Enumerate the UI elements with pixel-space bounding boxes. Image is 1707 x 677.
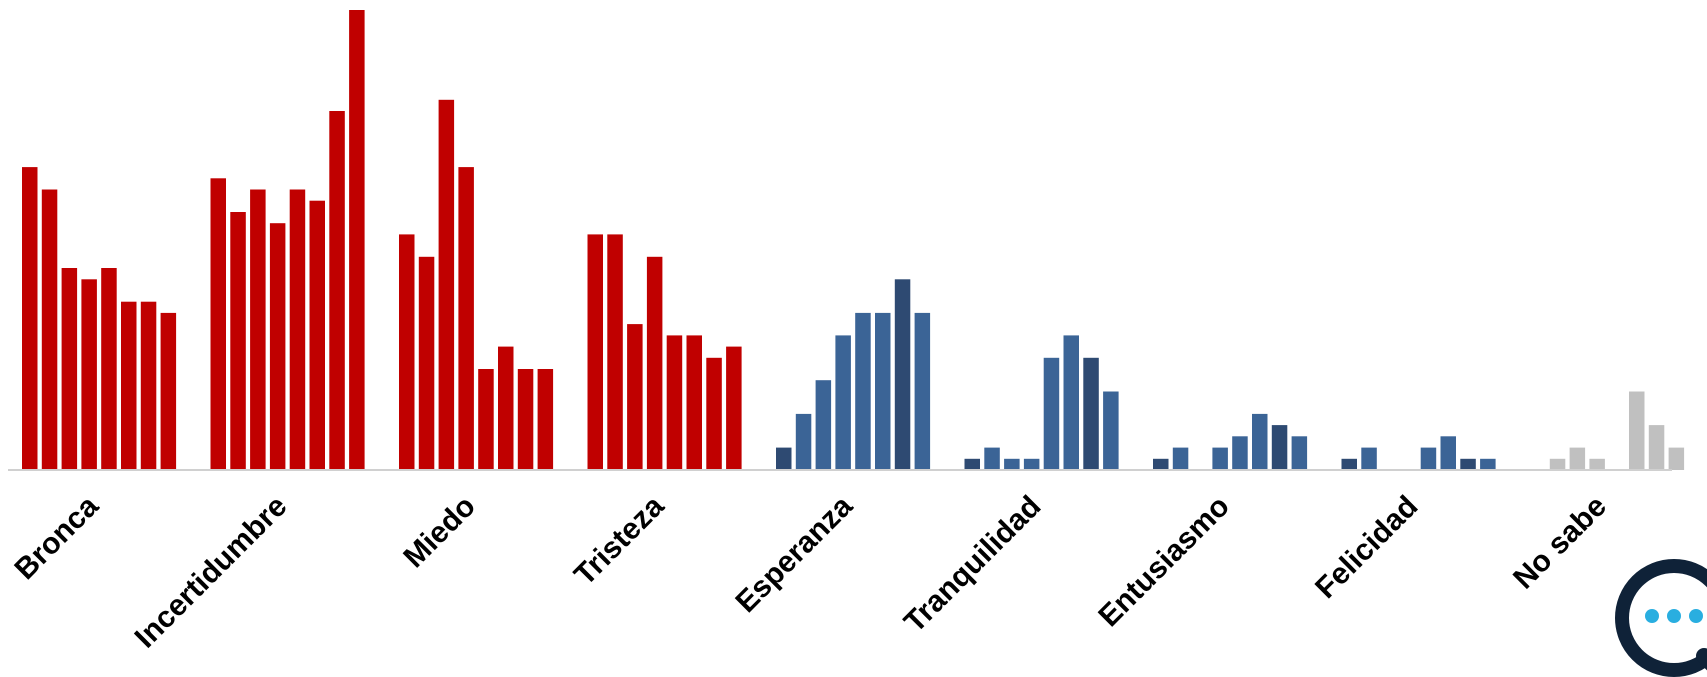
category-label: Miedo <box>397 490 482 575</box>
bar-esperanza-2 <box>795 413 812 470</box>
bar-esperanza-7 <box>894 279 911 470</box>
bar-incertidumbre-8 <box>349 10 365 470</box>
chat-bubble-logo-icon <box>1615 559 1707 677</box>
bar-miedo-2 <box>418 256 435 470</box>
bar-no-sabe-8 <box>1668 447 1685 470</box>
bar-tristeza-4 <box>646 256 663 470</box>
bar-no-sabe-6 <box>1629 391 1645 470</box>
bar-tristeza-8 <box>726 346 742 470</box>
bar-felicidad-5 <box>1420 447 1437 470</box>
bar-entusiasmo-2 <box>1172 447 1189 470</box>
category-label: Felicidad <box>1309 490 1424 605</box>
category-label: Entusiasmo <box>1092 490 1236 634</box>
bar-miedo-3 <box>438 99 455 471</box>
bar-bronca-2 <box>41 189 58 470</box>
bar-bronca-1 <box>22 167 38 470</box>
bar-entusiasmo-8 <box>1291 436 1308 470</box>
category-label: Tristeza <box>568 489 671 592</box>
bar-tristeza-5 <box>666 335 683 470</box>
bar-no-sabe-3 <box>1569 447 1586 470</box>
bar-incertidumbre-6 <box>309 200 325 470</box>
bar-felicidad-7 <box>1460 458 1476 470</box>
bar-esperanza-1 <box>776 447 792 470</box>
category-label: Tranquilidad <box>898 490 1047 639</box>
bar-felicidad-2 <box>1361 447 1377 470</box>
bar-incertidumbre-2 <box>230 212 246 470</box>
bar-no-sabe-4 <box>1589 458 1605 470</box>
bar-miedo-4 <box>458 167 474 470</box>
bar-esperanza-3 <box>815 380 832 470</box>
bar-incertidumbre-5 <box>289 189 306 470</box>
bar-entusiasmo-4 <box>1212 447 1228 470</box>
bar-esperanza-4 <box>835 335 851 470</box>
bar-bronca-8 <box>160 312 177 470</box>
bar-tristeza-2 <box>607 234 623 470</box>
bar-esperanza-6 <box>875 312 891 470</box>
category-labels: Bronca Incertidumbre Miedo Tristeza Esperanz… <box>9 489 1613 654</box>
bar-esperanza-5 <box>855 312 871 470</box>
bar-bronca-4 <box>81 279 97 470</box>
bar-incertidumbre-1 <box>210 178 226 471</box>
bar-entusiasmo-5 <box>1232 436 1248 470</box>
bar-miedo-5 <box>478 369 494 470</box>
bar-miedo-1 <box>399 234 415 470</box>
bar-no-sabe-2 <box>1549 458 1566 470</box>
bar-entusiasmo-6 <box>1252 413 1268 470</box>
category-label: Esperanza <box>729 489 859 619</box>
bar-tranquilidad-6 <box>1063 335 1079 470</box>
bar-tranquilidad-8 <box>1103 391 1119 470</box>
bar-tranquilidad-2 <box>984 447 1000 470</box>
bar-tristeza-3 <box>627 324 643 470</box>
bar-bronca-5 <box>101 268 117 470</box>
bar-miedo-6 <box>498 346 514 470</box>
bar-no-sabe-7 <box>1648 425 1665 470</box>
bar-bronca-3 <box>61 268 78 470</box>
bar-tristeza-6 <box>686 335 702 470</box>
bar-tranquilidad-5 <box>1043 357 1060 470</box>
bar-tristeza-1 <box>587 234 603 470</box>
bar-felicidad-1 <box>1341 458 1357 470</box>
bar-entusiasmo-7 <box>1271 425 1288 470</box>
category-label: No sabe <box>1507 490 1613 596</box>
bar-miedo-8 <box>537 369 554 470</box>
bar-bronca-6 <box>121 301 137 470</box>
bar-tranquilidad-4 <box>1023 458 1040 470</box>
bar-esperanza-8 <box>914 312 931 470</box>
bar-bronca-7 <box>140 301 157 470</box>
bar-tristeza-7 <box>706 357 722 470</box>
category-label: Bronca <box>9 489 106 586</box>
bar-miedo-7 <box>517 369 534 470</box>
bar-felicidad-8 <box>1480 458 1496 470</box>
bar-tranquilidad-7 <box>1083 357 1099 470</box>
bar-incertidumbre-7 <box>329 111 345 470</box>
brand-logo <box>1615 559 1707 677</box>
bars-layer <box>22 10 1685 471</box>
bar-entusiasmo-1 <box>1153 458 1169 470</box>
bar-incertidumbre-3 <box>250 189 266 470</box>
category-label: Incertidumbre <box>129 490 294 655</box>
bar-tranquilidad-3 <box>1004 458 1020 470</box>
bar-tranquilidad-1 <box>964 458 980 470</box>
bar-felicidad-6 <box>1440 436 1456 470</box>
bar-incertidumbre-4 <box>269 223 286 470</box>
